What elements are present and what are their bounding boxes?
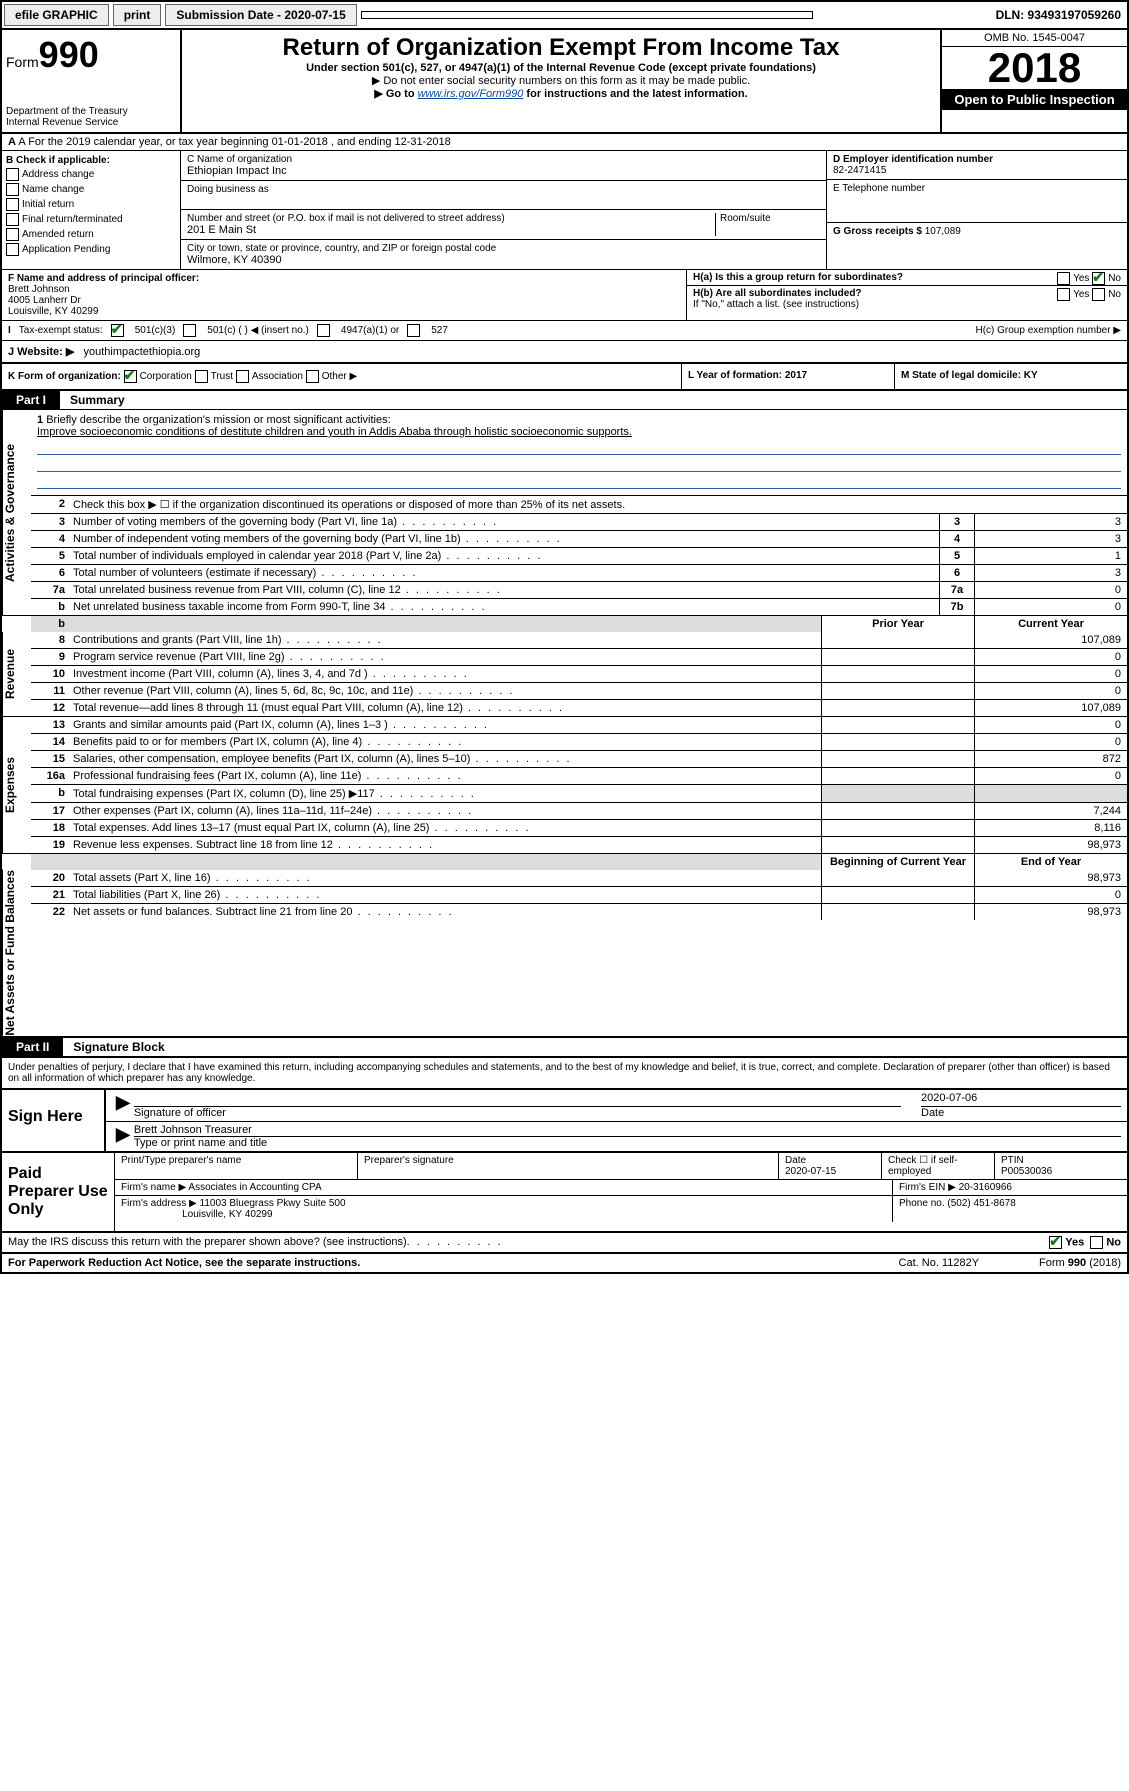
box-b: B Check if applicable: Address change Na… — [2, 151, 181, 269]
summary-line: 9Program service revenue (Part VIII, lin… — [31, 649, 1127, 666]
summary-line: 8Contributions and grants (Part VIII, li… — [31, 632, 1127, 649]
netassets-section: Net Assets or Fund Balances 20Total asse… — [2, 870, 1127, 1038]
row-a: A A For the 2019 calendar year, or tax y… — [2, 134, 1127, 151]
side-revenue: Revenue — [2, 632, 31, 716]
footer: For Paperwork Reduction Act Notice, see … — [2, 1254, 1127, 1272]
form-number: Form990 — [6, 34, 176, 76]
tax-year: 2018 — [942, 47, 1127, 89]
part1-header: Part I Summary — [2, 391, 1127, 410]
summary-line: 12Total revenue—add lines 8 through 11 (… — [31, 700, 1127, 716]
submission-date: Submission Date - 2020-07-15 — [165, 4, 356, 26]
summary-line: 17Other expenses (Part IX, column (A), l… — [31, 803, 1127, 820]
identity-block: B Check if applicable: Address change Na… — [2, 151, 1127, 270]
summary-line: 15Salaries, other compensation, employee… — [31, 751, 1127, 768]
dln: DLN: 93493197059260 — [996, 8, 1127, 22]
summary-line: 19Revenue less expenses. Subtract line 1… — [31, 837, 1127, 853]
summary-line: 11Other revenue (Part VIII, column (A), … — [31, 683, 1127, 700]
paid-preparer: Paid Preparer Use Only Print/Type prepar… — [2, 1153, 1127, 1233]
summary-line: 20Total assets (Part X, line 16)98,973 — [31, 870, 1127, 887]
row-klm: K Form of organization: Corporation Trus… — [2, 364, 1127, 391]
side-expenses: Expenses — [2, 717, 31, 853]
revenue-section: Revenue 8Contributions and grants (Part … — [2, 632, 1127, 717]
summary-line: 10Investment income (Part VIII, column (… — [31, 666, 1127, 683]
open-public: Open to Public Inspection — [942, 89, 1127, 110]
part2-header: Part II Signature Block — [2, 1038, 1127, 1057]
principal-officer-row: F Name and address of principal officer:… — [2, 270, 1127, 321]
box-c: C Name of organizationEthiopian Impact I… — [181, 151, 826, 269]
summary-line: 18Total expenses. Add lines 13–17 (must … — [31, 820, 1127, 837]
print-btn[interactable]: print — [113, 4, 162, 26]
side-netassets: Net Assets or Fund Balances — [2, 870, 31, 1036]
summary-line: 16aProfessional fundraising fees (Part I… — [31, 768, 1127, 785]
summary-line: 14Benefits paid to or for members (Part … — [31, 734, 1127, 751]
note2: ▶ Go to www.irs.gov/Form990 for instruct… — [188, 87, 934, 100]
summary-line: bTotal fundraising expenses (Part IX, co… — [31, 785, 1127, 803]
summary-line: 22Net assets or fund balances. Subtract … — [31, 904, 1127, 920]
form-title: Return of Organization Exempt From Incom… — [188, 34, 934, 62]
summary-line: 21Total liabilities (Part X, line 26)0 — [31, 887, 1127, 904]
discuss-row: May the IRS discuss this return with the… — [2, 1233, 1127, 1254]
summary-line: 5Total number of individuals employed in… — [31, 548, 1127, 565]
form-990: Form990 Department of the Treasury Inter… — [0, 30, 1129, 1274]
box-h: H(a) Is this a group return for subordin… — [686, 270, 1127, 320]
website-row: J Website: ▶ youthimpactethiopia.org — [2, 341, 1127, 364]
summary-line: 13Grants and similar amounts paid (Part … — [31, 717, 1127, 734]
sign-here: Sign Here ▶ Signature of officer 2020-07… — [2, 1088, 1127, 1153]
side-governance: Activities & Governance — [2, 410, 31, 615]
irs-link[interactable]: www.irs.gov/Form990 — [418, 88, 524, 100]
summary-line: 3Number of voting members of the governi… — [31, 514, 1127, 531]
summary-line: 4Number of independent voting members of… — [31, 531, 1127, 548]
subtitle: Under section 501(c), 527, or 4947(a)(1)… — [188, 62, 934, 74]
expenses-section: Expenses 13Grants and similar amounts pa… — [2, 717, 1127, 854]
note1: ▶ Do not enter social security numbers o… — [188, 74, 934, 87]
efile-btn[interactable]: efile GRAPHIC — [4, 4, 109, 26]
irs-label: Internal Revenue Service — [6, 117, 176, 128]
governance-section: Activities & Governance 1 Briefly descri… — [2, 410, 1127, 616]
summary-line: 7aTotal unrelated business revenue from … — [31, 582, 1127, 599]
dept-label: Department of the Treasury — [6, 106, 176, 117]
topbar: efile GRAPHIC print Submission Date - 20… — [0, 0, 1129, 30]
form-header: Form990 Department of the Treasury Inter… — [2, 30, 1127, 134]
tax-exempt-row: I Tax-exempt status: 501(c)(3) 501(c) ( … — [2, 321, 1127, 341]
perjury-text: Under penalties of perjury, I declare th… — [2, 1057, 1127, 1088]
blank-field — [361, 11, 813, 19]
box-deg: D Employer identification number82-24714… — [826, 151, 1127, 269]
summary-line: bNet unrelated business taxable income f… — [31, 599, 1127, 615]
summary-line: 6Total number of volunteers (estimate if… — [31, 565, 1127, 582]
mission: 1 Briefly describe the organization's mi… — [31, 410, 1127, 496]
